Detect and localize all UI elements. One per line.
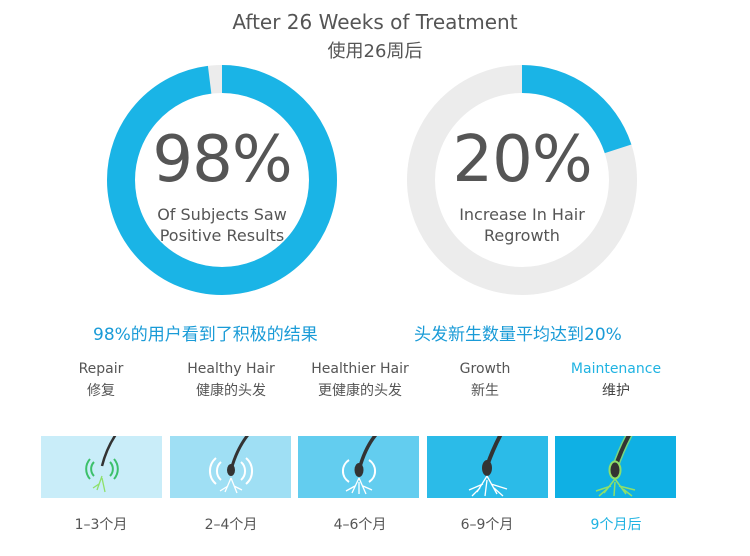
stage-name-zh: 维护 (602, 383, 630, 399)
stage-time-repair: 1–3个月 (74, 517, 128, 533)
stat-label-line1: Of Subjects Saw (157, 205, 287, 224)
stage-name-zh: 修复 (87, 383, 115, 399)
stage-panel-repair (41, 436, 162, 498)
ring-chart-positive-results (107, 65, 337, 295)
stat-label-line1: Increase In Hair (459, 205, 585, 224)
stage-label-maintenance: Maintenance 维护 (541, 358, 691, 402)
follicle-healthy-icon (209, 436, 253, 494)
stage-label-healthier-hair: Healthier Hair 更健康的头发 (285, 358, 435, 402)
stage-name-en: Healthy Hair (187, 361, 275, 377)
stage-time-healthier-hair: 4–6个月 (333, 517, 387, 533)
stat-caption-left: 98%的用户看到了积极的结果 (93, 325, 318, 345)
stat-caption-right: 头发新生数量平均达到20% (414, 325, 622, 345)
stage-name-en: Maintenance (570, 361, 662, 377)
title-chinese: 使用26周后 (327, 41, 423, 62)
stat-label-line2: Positive Results (159, 226, 285, 245)
stage-label-repair: Repair 修复 (26, 358, 176, 402)
stage-name-zh: 健康的头发 (196, 383, 266, 399)
stage-name-en: Repair (78, 361, 124, 377)
stat-value: 20% (452, 123, 592, 197)
ring-progress (107, 65, 337, 295)
ring-chart-regrowth (407, 65, 637, 295)
stage-panel-healthier-hair (298, 436, 419, 498)
stage-time-healthy-hair: 2–4个月 (204, 517, 258, 533)
stage-name-zh: 新生 (471, 383, 499, 399)
stat-value: 98% (152, 123, 292, 197)
stage-panel-growth (427, 436, 548, 498)
stage-time-maintenance: 9个月后 (590, 517, 642, 533)
stage-name-en: Healthier Hair (311, 361, 409, 377)
stage-name-zh: 更健康的头发 (318, 383, 402, 399)
follicle-growth-icon (468, 436, 508, 497)
stage-panel-maintenance (555, 436, 676, 498)
stage-name-en: Growth (459, 361, 511, 377)
stage-time-growth: 6–9个月 (460, 517, 514, 533)
stat-label-line2: Regrowth (484, 226, 560, 245)
title-english: After 26 Weeks of Treatment (232, 10, 518, 34)
follicle-healthier-icon (342, 436, 378, 495)
stage-panel-healthy-hair (170, 436, 291, 498)
ring-progress (407, 65, 637, 295)
stage-label-healthy-hair: Healthy Hair 健康的头发 (156, 358, 306, 402)
follicle-maintenance-icon (595, 436, 636, 497)
follicle-repair-icon (85, 436, 119, 493)
stage-label-growth: Growth 新生 (410, 358, 560, 402)
